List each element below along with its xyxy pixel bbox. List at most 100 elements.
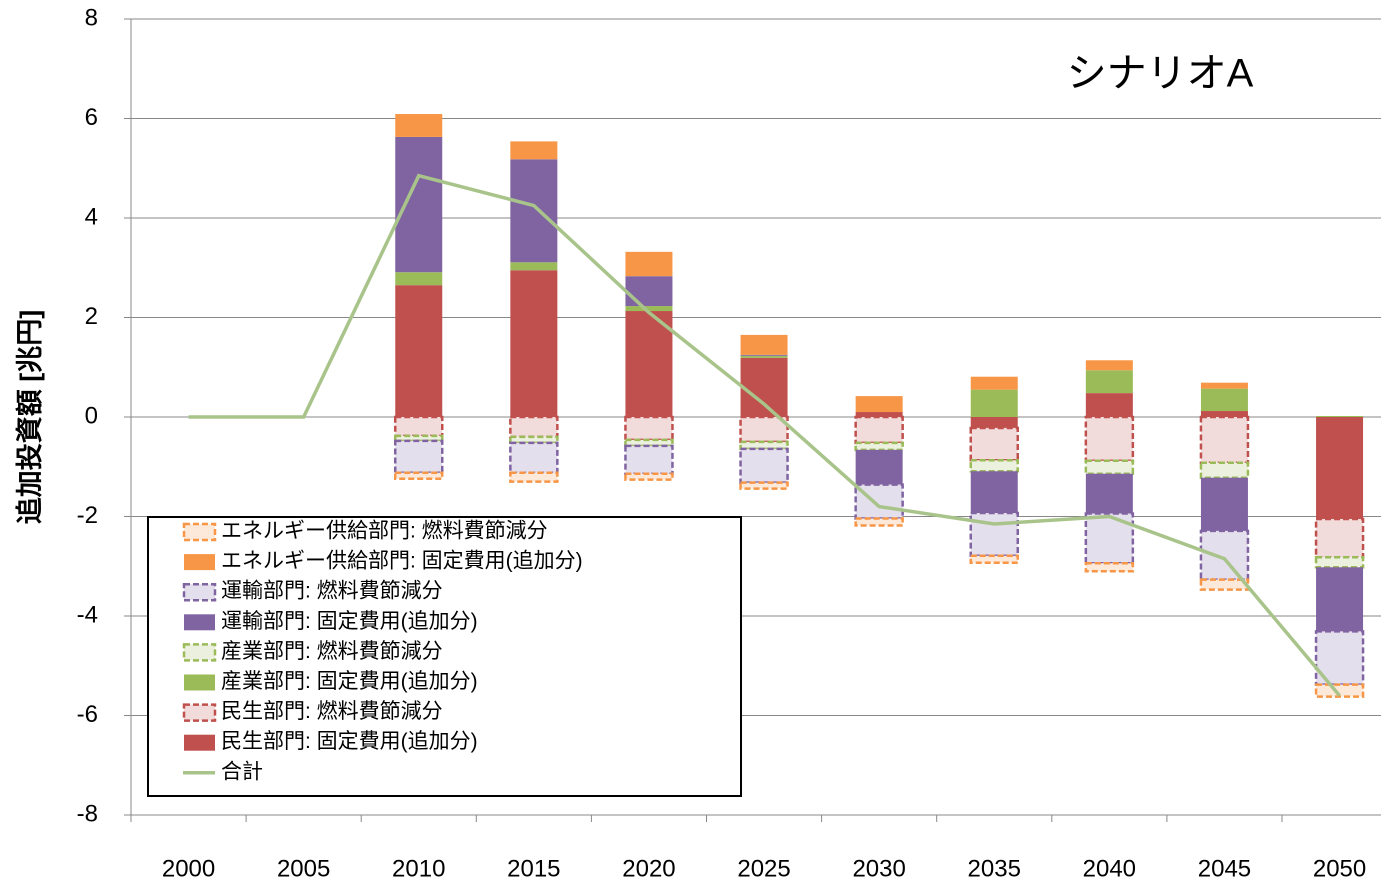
bar [1084,562,1135,573]
legend-label: エネルギー供給部門: 燃料費節減分 [221,520,548,543]
x-tick-label: 2035 [968,855,1021,882]
bar [970,389,1018,417]
bar [970,417,1018,428]
bar [1314,683,1365,698]
bar [394,415,444,438]
bar [969,426,1019,462]
bar [510,141,558,160]
bar [1314,517,1365,559]
bar [1085,370,1133,394]
y-tick-label: -4 [77,601,98,628]
bar [855,449,903,485]
bar [1199,578,1250,591]
bar [625,276,673,307]
x-tick-label: 2045 [1198,855,1251,882]
y-axis-label: 追加投資額 [兆円] [14,310,45,524]
bar [1085,473,1133,514]
bar [969,554,1019,565]
bar [510,270,558,417]
legend-swatch [184,734,215,751]
bar [394,439,444,474]
legend-swatch [182,703,217,722]
bar [395,285,443,417]
legend-label: 産業部門: 固定費用(追加分) [221,670,478,693]
bar [395,136,443,273]
legend-label: 民生部門: 燃料費節減分 [221,700,443,723]
legend-label: 運輸部門: 燃料費節減分 [221,580,443,603]
bar [394,471,444,480]
legend-label: 運輸部門: 固定費用(追加分) [221,610,478,633]
bar [1199,461,1250,479]
x-tick-label: 2025 [737,855,790,882]
bar [970,376,1018,390]
bar [625,311,673,417]
bar [1200,411,1248,417]
bar [509,441,559,474]
bar [624,444,674,475]
bar [625,251,673,277]
x-tick-label: 2000 [162,855,215,882]
bar [1314,556,1365,569]
y-tick-label: 8 [85,4,98,31]
total-line [188,173,1341,697]
y-tick-label: 4 [85,203,98,230]
bar [1316,567,1364,632]
bar [1316,417,1364,519]
bar [739,481,789,490]
legend-label: エネルギー供給部門: 固定費用(追加分) [221,550,583,573]
bar [395,272,443,286]
bar [855,412,903,417]
legend-swatch [184,554,215,571]
legend-box [147,516,742,797]
bar [855,396,903,413]
y-tick-label: 6 [85,104,98,131]
bar [1199,529,1250,581]
bar [1085,360,1133,371]
legend-label: 産業部門: 燃料費節減分 [221,640,443,663]
bar [1084,459,1135,475]
bar [509,415,559,439]
x-tick-label: 2050 [1313,855,1366,882]
bar [1200,388,1248,412]
bar [1199,415,1250,465]
x-tick-label: 2020 [622,855,675,882]
y-tick-label: -2 [77,502,98,529]
bar [1200,382,1248,389]
chart-title: シナリオA [1067,52,1254,96]
legend-swatch [182,522,217,542]
bar [395,114,443,137]
bar [624,415,674,442]
bar [1316,416,1364,417]
bar [510,262,558,271]
bar [1085,393,1133,417]
x-tick-label: 2015 [507,855,560,882]
bar [969,511,1019,558]
legend-label: 合計 [221,760,263,783]
y-tick-label: 2 [85,303,98,330]
legend-swatch [184,614,215,631]
bar [854,415,904,445]
bar [854,517,904,527]
bar [624,472,674,481]
x-tick-label: 2010 [392,855,445,882]
x-tick-label: 2040 [1083,855,1136,882]
legend-swatch [184,674,215,691]
x-tick-label: 2005 [277,855,330,882]
legend-swatch [182,582,217,602]
y-tick-label: -6 [77,701,98,728]
bar [739,415,789,444]
bar [509,471,559,483]
bar [854,441,904,452]
legend-label: 民生部門: 固定費用(追加分) [221,730,478,753]
bar [740,355,788,358]
bar [969,459,1019,473]
bar [739,447,789,484]
bar [1200,477,1248,531]
x-tick-label: 2030 [852,855,905,882]
bar [740,334,788,355]
bar [970,471,1018,514]
legend-swatch [182,643,217,662]
bar [740,354,788,356]
y-tick-label: 0 [85,402,98,429]
